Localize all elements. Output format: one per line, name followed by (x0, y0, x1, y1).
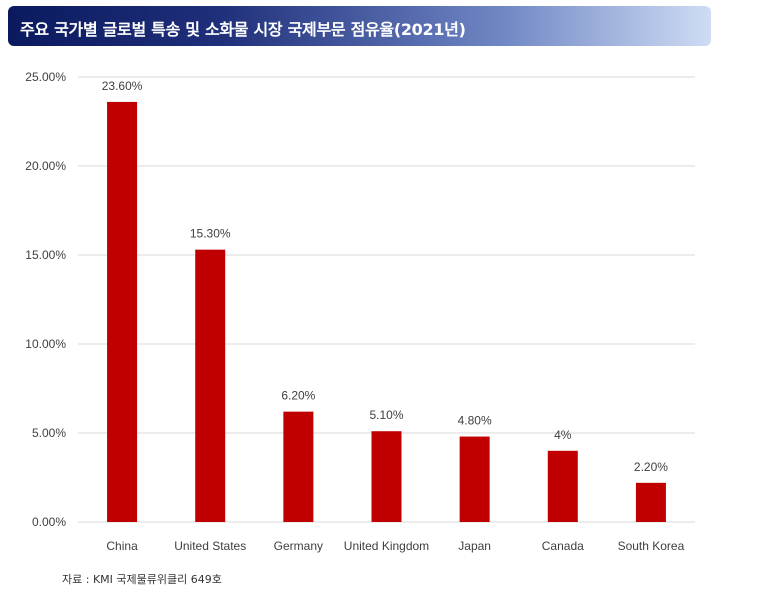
data-label: 4.80% (458, 414, 492, 428)
y-tick-label: 15.00% (25, 248, 66, 262)
bar (547, 450, 578, 522)
y-tick-label: 25.00% (25, 70, 66, 84)
bar (107, 101, 138, 523)
data-label: 4% (554, 428, 572, 442)
data-label: 23.60% (102, 79, 143, 93)
x-tick-label: Canada (542, 539, 584, 553)
y-tick-label: 10.00% (25, 337, 66, 351)
y-tick-label: 5.00% (32, 426, 66, 440)
x-tick-label: South Korea (618, 539, 685, 553)
x-tick-label: Germany (274, 539, 323, 553)
data-label: 2.20% (634, 460, 668, 474)
title-bar: 주요 국가별 글로벌 특송 및 소화물 시장 국제부문 점유율(2021년) (8, 6, 711, 46)
x-tick-label: United Kingdom (344, 539, 429, 553)
bar (635, 482, 666, 522)
x-tick-label: China (106, 539, 138, 553)
x-tick-label: United States (174, 539, 246, 553)
bar (459, 436, 490, 522)
bar (195, 249, 226, 522)
data-label: 15.30% (190, 227, 231, 241)
data-label: 6.20% (281, 389, 315, 403)
chart-title: 주요 국가별 글로벌 특송 및 소화물 시장 국제부문 점유율(2021년) (20, 20, 466, 39)
data-label: 5.10% (369, 408, 403, 422)
x-tick-label: Japan (458, 539, 491, 553)
y-tick-label: 0.00% (32, 515, 66, 529)
bar (283, 411, 314, 522)
source-note: 자료 : KMI 국제물류위클리 649호 (62, 573, 222, 586)
y-tick-label: 20.00% (25, 159, 66, 173)
bar (371, 431, 402, 522)
